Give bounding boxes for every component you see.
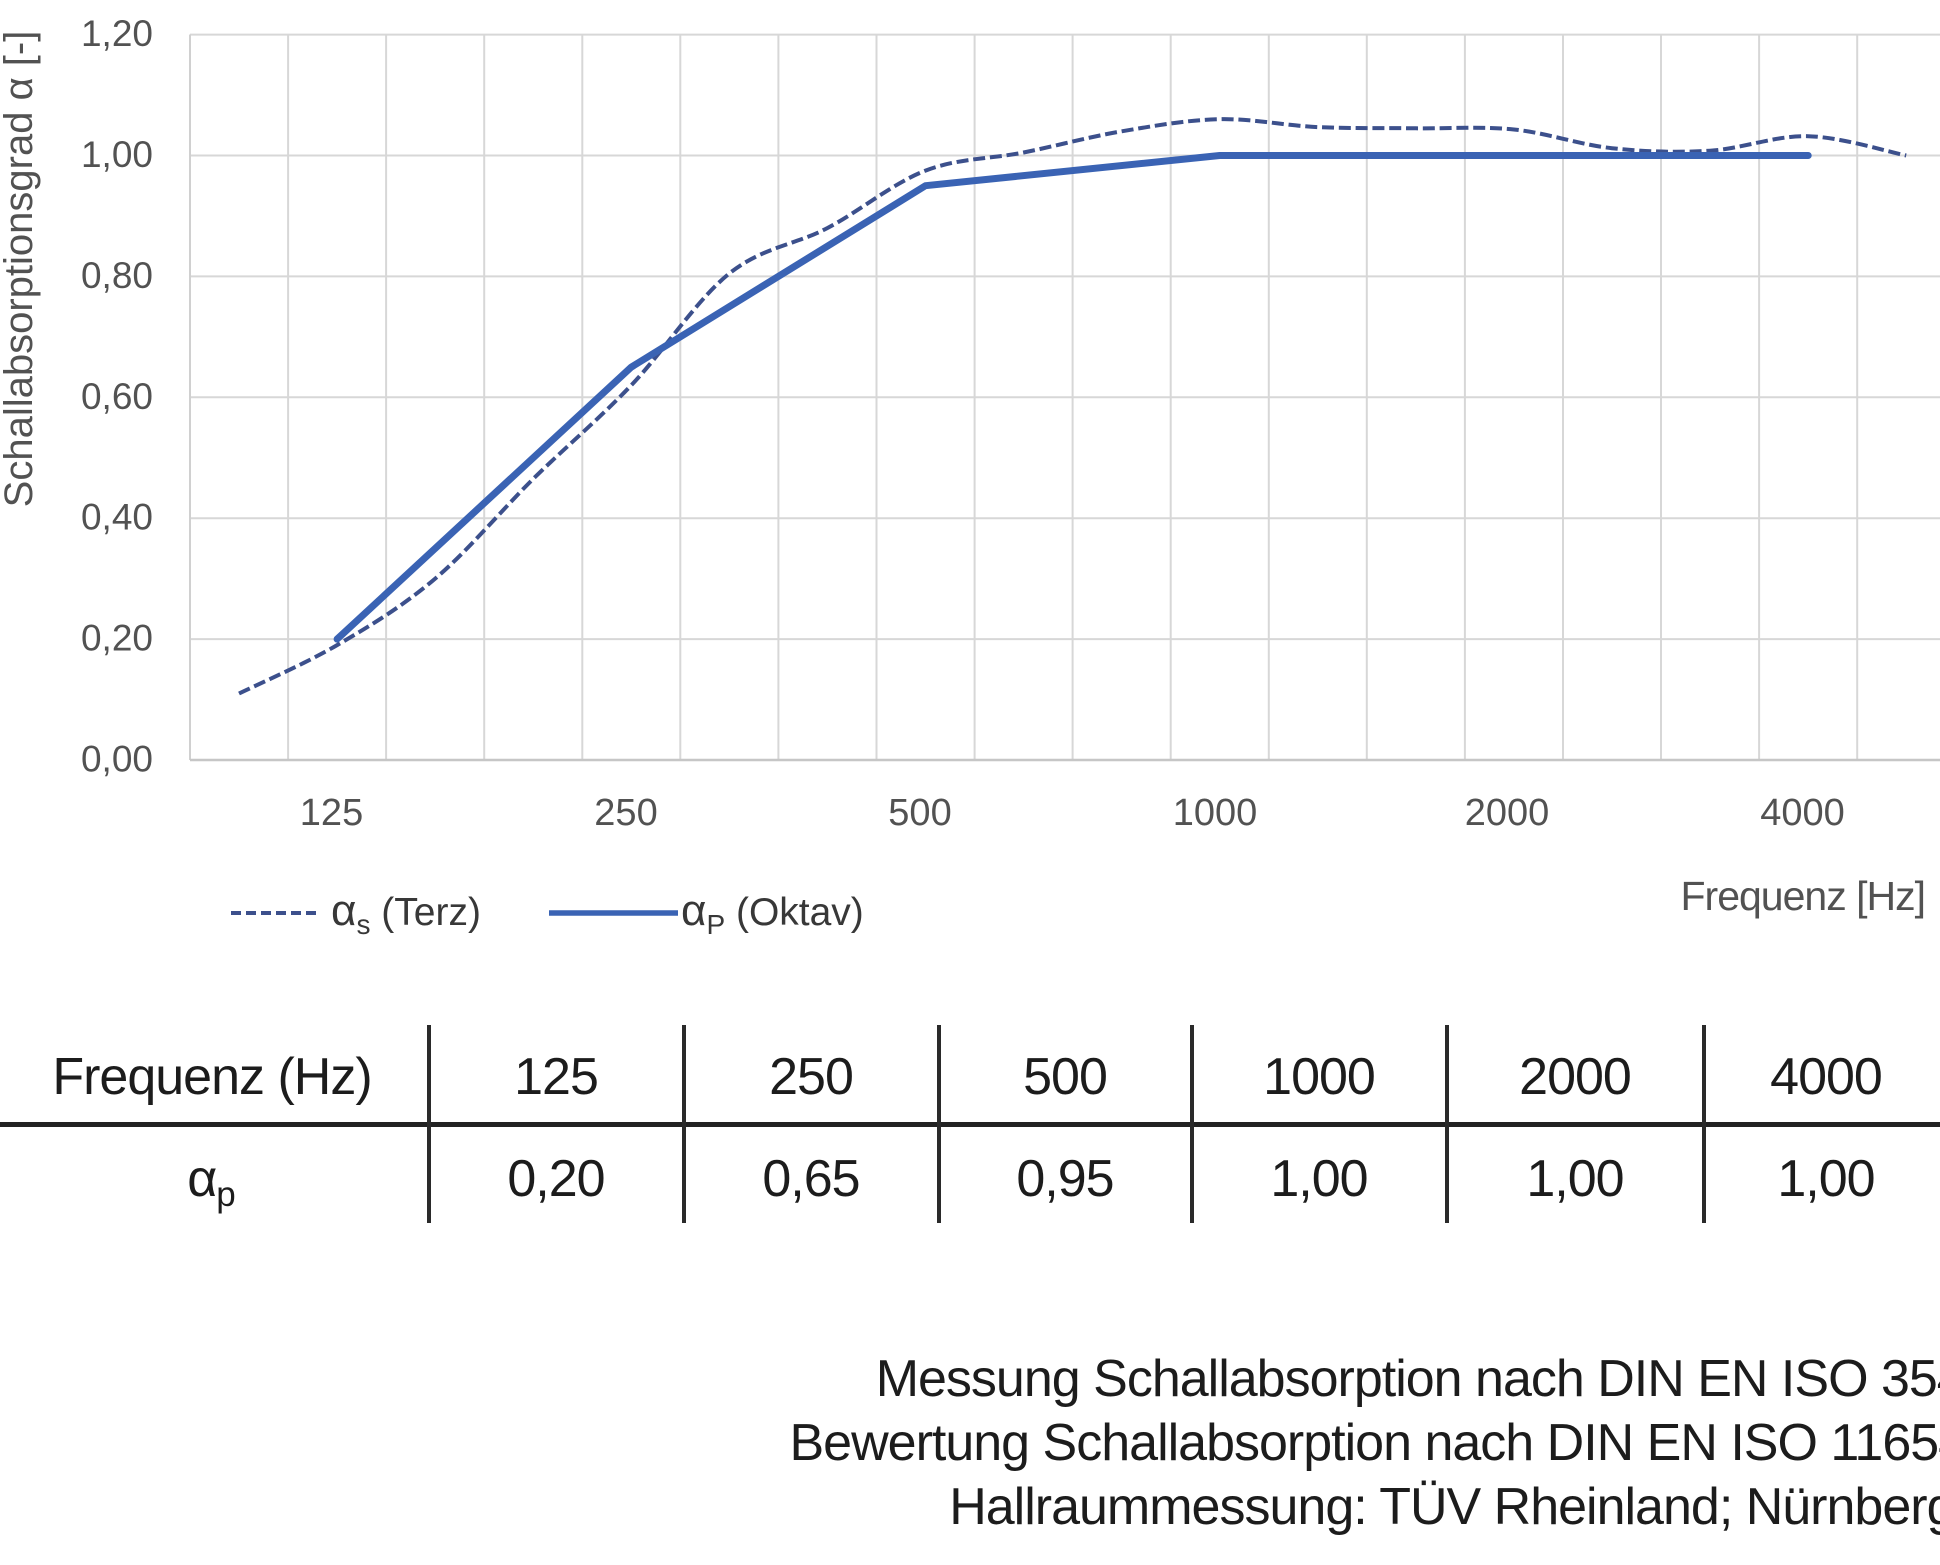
svg-text:4000: 4000: [1760, 792, 1845, 834]
svg-text:250: 250: [594, 792, 657, 834]
svg-text:Frequenz (Hz): Frequenz (Hz): [52, 1048, 371, 1106]
svg-text:Schallabsorptionsgrad α [-]: Schallabsorptionsgrad α [-]: [0, 31, 41, 508]
svg-text:0,20: 0,20: [507, 1150, 604, 1208]
svg-text:Hallraummessung: TÜV Rheinland: Hallraummessung: TÜV Rheinland; Nürnberg: [949, 1478, 1940, 1536]
svg-text:0,80: 0,80: [81, 255, 153, 296]
svg-text:1000: 1000: [1263, 1048, 1375, 1106]
svg-text:0,40: 0,40: [81, 497, 153, 538]
svg-text:1,00: 1,00: [1270, 1150, 1367, 1208]
svg-text:0,65: 0,65: [762, 1150, 859, 1208]
svg-text:500: 500: [888, 792, 951, 834]
svg-text:125: 125: [514, 1048, 598, 1106]
svg-text:125: 125: [300, 792, 363, 834]
svg-text:500: 500: [1023, 1048, 1107, 1106]
svg-text:Frequenz [Hz]: Frequenz [Hz]: [1681, 873, 1926, 919]
svg-text:1,00: 1,00: [1526, 1150, 1623, 1208]
svg-text:0,00: 0,00: [81, 739, 153, 780]
svg-text:2000: 2000: [1465, 792, 1550, 834]
svg-text:1,00: 1,00: [1777, 1150, 1874, 1208]
svg-text:4000: 4000: [1770, 1048, 1882, 1106]
svg-text:250: 250: [769, 1048, 853, 1106]
svg-text:Bewertung Schallabsorption nac: Bewertung Schallabsorption nach DIN EN I…: [790, 1414, 1940, 1472]
svg-text:2000: 2000: [1519, 1048, 1631, 1106]
svg-text:0,95: 0,95: [1016, 1150, 1113, 1208]
svg-text:1,00: 1,00: [81, 134, 153, 175]
svg-text:0,60: 0,60: [81, 376, 153, 417]
svg-text:0,20: 0,20: [81, 618, 153, 659]
svg-text:Messung Schallabsorption nach: Messung Schallabsorption nach DIN EN ISO…: [876, 1350, 1940, 1408]
svg-text:1,20: 1,20: [81, 13, 153, 54]
svg-text:1000: 1000: [1173, 792, 1258, 834]
svg-text:αs (Terz): αs (Terz): [331, 886, 481, 940]
